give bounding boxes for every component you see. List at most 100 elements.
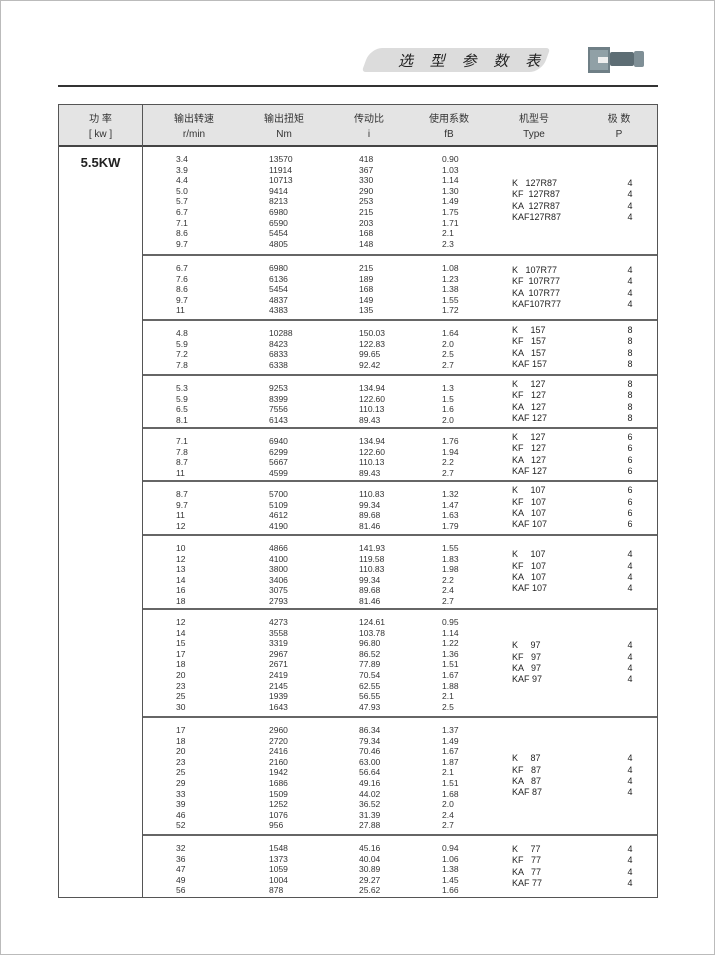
table-row: 7.8 6338 92.42 2.7 xyxy=(143,359,454,371)
header-type: 机型号 Type xyxy=(519,114,549,140)
column-divider xyxy=(142,105,143,897)
poles-value: 4 xyxy=(627,177,633,188)
table-row: 17 2960 86.34 1.37 xyxy=(143,725,459,736)
poles-value: 8 xyxy=(627,324,633,335)
service-factor-cell: 1.88 xyxy=(442,680,459,691)
torque-cell: 5454 xyxy=(269,228,288,239)
torque-cell: 3406 xyxy=(269,574,288,585)
speed-cell: 30 xyxy=(176,701,186,712)
model-type: KAF 157 xyxy=(512,358,548,369)
table-row: 7.6 6136 189 1.23 xyxy=(143,274,459,285)
header-ratio: 传动比 i xyxy=(354,114,384,140)
ratio-cell: 122.60 xyxy=(359,393,385,404)
service-factor-cell: 1.30 xyxy=(442,185,459,196)
speed-cell: 9.7 xyxy=(176,238,188,249)
model-type: KAF 87 xyxy=(512,787,543,798)
torque-cell: 2671 xyxy=(269,659,288,670)
ratio-cell: 56.64 xyxy=(359,767,381,778)
torque-cell: 2160 xyxy=(269,756,288,767)
poles-value: 4 xyxy=(627,651,633,662)
poles-value: 4 xyxy=(627,200,633,211)
table-row: 4.8 10288 150.03 1.64 xyxy=(143,328,459,339)
torque-cell: 5454 xyxy=(269,284,288,295)
table-row: 17 2967 86.52 1.36 xyxy=(143,649,459,660)
type-row: KF 127 6 xyxy=(512,443,652,454)
table-group: 7.1 6940 134.94 1.76 7.8 6299 122.60 1.94 8.7 566… xyxy=(143,429,657,482)
service-factor-cell: 1.55 xyxy=(442,294,459,305)
speed-cell: 47 xyxy=(176,864,186,875)
table-row: 29 1686 49.16 1.51 xyxy=(143,777,459,789)
table-row: 12 4273 124.61 0.95 xyxy=(143,617,459,628)
model-type: KF 157 xyxy=(512,336,547,347)
table-row: 32 1548 45.16 0.94 xyxy=(143,843,459,854)
ratio-cell: 99.34 xyxy=(359,574,381,585)
model-type: KF 127 xyxy=(512,390,547,401)
table-header: 功 率[ kw ] 输出转速 r/min 输出扭矩 Nm 传动比 i 使用系数 fB 机… xyxy=(59,105,657,147)
table-row: 46 1076 31.39 2.4 xyxy=(143,809,454,821)
table-group: 5.3 9253 134.94 1.3 5.9 8399 122.60 1.5 6.5 7556 1… xyxy=(143,376,657,429)
torque-cell: 1076 xyxy=(269,809,288,820)
poles-value: 8 xyxy=(627,358,633,369)
service-factor-cell: 1.67 xyxy=(442,746,459,757)
service-factor-cell: 2.2 xyxy=(442,457,454,468)
service-factor-cell: 1.03 xyxy=(442,164,459,175)
service-factor-cell: 1.79 xyxy=(442,520,459,531)
table-group: 3.4 13570 418 0.90 3.9 11914 367 1.03 4.4 10713 33… xyxy=(143,147,657,256)
torque-cell: 4383 xyxy=(269,305,288,316)
speed-cell: 5.3 xyxy=(176,383,188,393)
poles-value: 4 xyxy=(627,298,633,309)
ratio-cell: 135 xyxy=(359,305,374,316)
type-row: KAF 107 6 xyxy=(512,519,652,530)
service-factor-cell: 1.98 xyxy=(442,564,459,575)
speed-cell: 18 xyxy=(176,735,186,746)
poles-value: 6 xyxy=(627,508,633,518)
table-row: 8.7 5700 110.83 1.32 xyxy=(143,489,459,500)
poles-value: 4 xyxy=(627,877,633,888)
table-row: 30 1643 47.93 2.5 xyxy=(143,701,454,713)
ratio-cell: 367 xyxy=(359,164,374,175)
table-row: 25 1942 56.64 2.1 xyxy=(143,767,454,778)
poles-value: 4 xyxy=(627,640,633,651)
type-row: K 97 4 xyxy=(512,640,652,651)
speed-cell: 18 xyxy=(176,595,186,606)
speed-cell: 4.4 xyxy=(176,175,188,186)
ratio-cell: 36.52 xyxy=(359,799,381,810)
type-row: K 157 8 xyxy=(512,325,652,336)
poles-value: 4 xyxy=(627,855,633,866)
torque-cell: 878 xyxy=(269,885,284,896)
torque-cell: 6980 xyxy=(269,263,288,273)
torque-cell: 4866 xyxy=(269,543,288,553)
ratio-cell: 168 xyxy=(359,284,374,295)
model-type: KA 157 xyxy=(512,347,547,358)
speed-cell: 7.1 xyxy=(176,436,188,446)
speed-cell: 6.7 xyxy=(176,206,188,217)
type-row: KAF 77 4 xyxy=(512,878,652,889)
service-factor-cell: 1.67 xyxy=(442,669,459,680)
type-row: K 77 4 xyxy=(512,844,652,855)
model-type: KA 87 xyxy=(512,776,542,786)
service-factor-cell: 1.32 xyxy=(442,489,459,499)
table-row: 5.0 9414 290 1.30 xyxy=(143,186,459,197)
table-row: 14 3406 99.34 2.2 xyxy=(143,574,454,586)
speed-cell: 7.8 xyxy=(176,359,188,370)
poles-value: 4 xyxy=(627,287,633,298)
table-row: 12 4100 119.58 1.83 xyxy=(143,554,459,565)
torque-cell: 6590 xyxy=(269,217,288,228)
table-row: 8.6 5454 168 1.38 xyxy=(143,284,459,295)
ratio-cell: 96.80 xyxy=(359,638,381,649)
speed-cell: 10 xyxy=(176,543,186,553)
model-type: K 77 xyxy=(512,843,541,854)
speed-cell: 7.8 xyxy=(176,446,188,457)
speed-cell: 8.7 xyxy=(176,489,188,499)
table-row: 5.7 8213 253 1.49 xyxy=(143,196,459,207)
type-row: KAF 87 4 xyxy=(512,787,652,798)
service-factor-cell: 1.36 xyxy=(442,648,459,659)
torque-cell: 1686 xyxy=(269,777,288,788)
service-factor-cell: 1.49 xyxy=(442,735,459,746)
service-factor-cell: 1.71 xyxy=(442,217,459,228)
type-row: KF 77 4 xyxy=(512,855,652,866)
ratio-cell: 99.34 xyxy=(359,499,381,510)
type-row: KF 107 4 xyxy=(512,561,652,572)
speed-cell: 25 xyxy=(176,691,186,702)
